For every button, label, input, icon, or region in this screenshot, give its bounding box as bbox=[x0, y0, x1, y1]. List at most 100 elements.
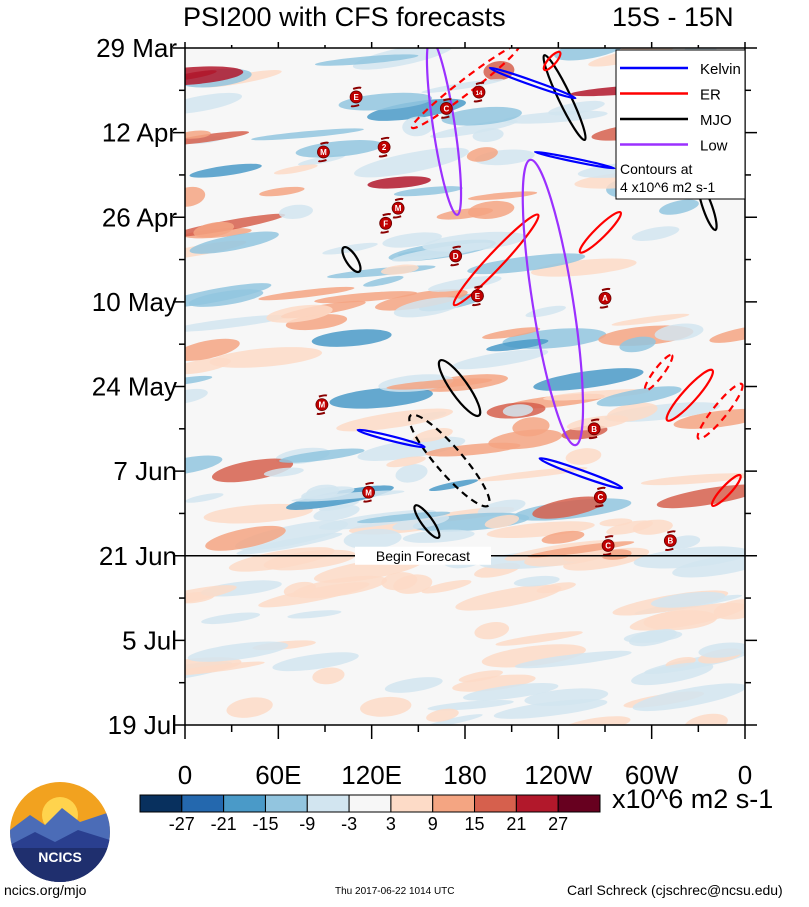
anomaly-shading bbox=[279, 448, 365, 463]
anomaly-shading bbox=[393, 297, 463, 318]
cyclone-icon bbox=[439, 102, 453, 115]
anomaly-shading bbox=[354, 147, 469, 178]
colorbar-units: x10^6 m2 s-1 bbox=[612, 784, 774, 814]
cyclone-icon bbox=[663, 534, 677, 548]
anomaly-shading bbox=[512, 417, 550, 437]
cyclone-icon bbox=[599, 287, 611, 309]
anomaly-shading bbox=[654, 323, 704, 341]
anomaly-shading bbox=[211, 458, 294, 483]
colorbar-label: -21 bbox=[211, 814, 237, 834]
anomaly-shading bbox=[384, 677, 443, 693]
anomaly-shading bbox=[259, 186, 305, 197]
storm-label: M bbox=[320, 148, 327, 157]
legend-label: Kelvin bbox=[700, 61, 741, 78]
storm-marker: E bbox=[349, 86, 363, 108]
anomaly-shading bbox=[185, 493, 224, 503]
anomaly-shading bbox=[380, 264, 419, 275]
y-tick-label: 26 Apr bbox=[102, 202, 178, 232]
y-tick-label: 24 May bbox=[92, 372, 177, 402]
anomaly-shading bbox=[314, 291, 418, 304]
storm-marker: B bbox=[663, 530, 677, 551]
anomaly-shading bbox=[482, 327, 541, 340]
cyclone-icon bbox=[594, 486, 606, 508]
storm-marker: 2 bbox=[377, 136, 391, 158]
anomaly-shading bbox=[462, 683, 559, 701]
y-tick-label: 5 Jul bbox=[122, 625, 177, 655]
anomaly-shading bbox=[513, 575, 560, 587]
anomaly-shading bbox=[452, 674, 536, 692]
cyclone-icon bbox=[380, 212, 392, 234]
anomaly-shading bbox=[672, 554, 745, 578]
colorbar-swatch bbox=[181, 794, 225, 813]
chart-title: PSI200 with CFS forecasts bbox=[183, 2, 506, 32]
contour-kelvin bbox=[533, 150, 616, 170]
anomaly-shading bbox=[188, 289, 264, 307]
colorbar-swatch bbox=[390, 794, 434, 813]
storm-label: E bbox=[353, 93, 359, 102]
storm-marker: C bbox=[601, 535, 615, 556]
anomaly-shading bbox=[367, 98, 466, 121]
anomaly-shading bbox=[258, 286, 355, 301]
forecast-label-bg bbox=[355, 546, 491, 565]
anomaly-shading bbox=[427, 699, 514, 711]
anomaly-shading bbox=[607, 402, 658, 422]
chart-subtitle: 15S - 15N bbox=[612, 2, 734, 32]
anomaly-shading bbox=[386, 456, 426, 468]
y-tick-label: 19 Jul bbox=[108, 710, 177, 740]
anomaly-shading bbox=[236, 532, 343, 555]
anomaly-shading bbox=[533, 368, 644, 391]
y-tick-label: 7 Jun bbox=[113, 456, 177, 486]
contour-er bbox=[710, 473, 742, 508]
storm-label: B bbox=[667, 537, 673, 546]
cyclone-icon bbox=[473, 81, 485, 103]
anomaly-shading bbox=[455, 584, 562, 611]
storm-marker: C bbox=[593, 486, 607, 508]
storm-label: B bbox=[591, 425, 597, 434]
cyclone-icon bbox=[316, 394, 328, 415]
x-tick-label: 180 bbox=[443, 760, 486, 790]
cyclone-icon bbox=[598, 291, 612, 305]
footer-url[interactable]: ncics.org/mjo bbox=[4, 882, 87, 898]
contour-er bbox=[578, 210, 623, 254]
anomaly-shading bbox=[466, 147, 498, 162]
cyclone-icon bbox=[317, 145, 330, 159]
storm-label: D bbox=[453, 252, 459, 261]
anomaly-shading bbox=[375, 289, 468, 311]
anomaly-shading bbox=[251, 128, 364, 141]
colorbar-swatch bbox=[474, 794, 517, 813]
anomaly-shading bbox=[312, 667, 345, 685]
contour-er bbox=[643, 353, 674, 392]
anomaly-shading bbox=[633, 546, 745, 569]
legend-note: 4 x10^6 m2 s-1 bbox=[620, 179, 715, 195]
contour-er bbox=[696, 382, 744, 440]
anomaly-shading bbox=[709, 325, 745, 343]
cyclone-icon bbox=[440, 98, 452, 119]
anomaly-shading bbox=[430, 119, 518, 138]
anomaly-shading bbox=[185, 388, 208, 404]
y-tick-label: 12 Apr bbox=[102, 118, 178, 148]
logo-inner bbox=[10, 782, 110, 882]
anomaly-shading bbox=[481, 644, 586, 668]
colorbar-label: 15 bbox=[465, 814, 485, 834]
anomaly-shading bbox=[632, 683, 745, 712]
contour-low bbox=[521, 158, 585, 447]
anomaly-shading bbox=[441, 106, 522, 126]
storm-marker: D bbox=[449, 245, 463, 267]
cyclone-icon bbox=[350, 86, 362, 108]
x-tick-label: 120W bbox=[524, 760, 592, 790]
x-tick-label: 120E bbox=[341, 760, 402, 790]
anomaly-shading bbox=[336, 408, 453, 432]
contour-er bbox=[542, 50, 562, 72]
anomaly-shading bbox=[395, 464, 428, 483]
anomaly-shading bbox=[297, 154, 346, 166]
anomaly-shading bbox=[293, 575, 388, 599]
storm-label: M bbox=[395, 204, 402, 213]
contour-mjo bbox=[413, 504, 441, 540]
cyclone-icon bbox=[317, 141, 329, 163]
cyclone-icon bbox=[362, 485, 375, 499]
anomaly-shading bbox=[185, 186, 206, 207]
anomaly-shading bbox=[458, 670, 504, 683]
contour-kelvin bbox=[488, 66, 577, 100]
anomaly-shading bbox=[263, 549, 356, 571]
anomaly-shading bbox=[525, 305, 566, 318]
